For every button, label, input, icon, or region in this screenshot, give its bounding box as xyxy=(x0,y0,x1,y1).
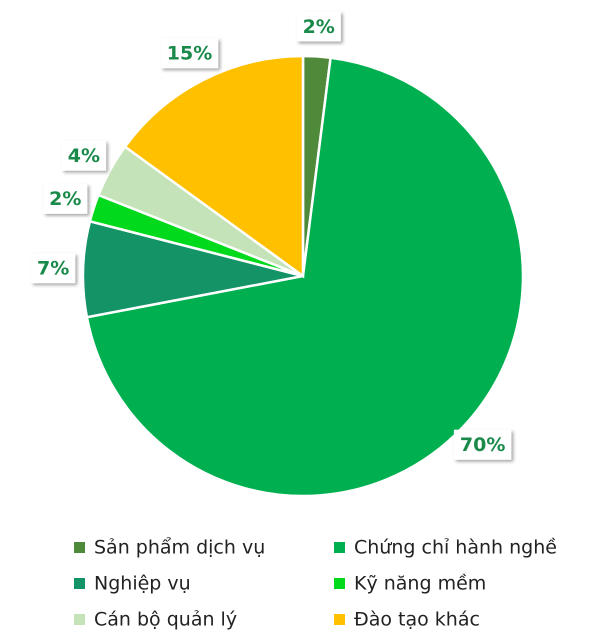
pie-slice xyxy=(123,54,305,279)
data-label: 2% xyxy=(296,11,341,42)
data-label-box xyxy=(160,38,219,69)
legend-label: Đào tạo khác xyxy=(354,609,480,631)
data-label: 2% xyxy=(43,183,88,214)
data-label-text: 2% xyxy=(49,188,81,210)
data-label: 7% xyxy=(30,253,76,284)
data-label-box xyxy=(453,429,512,460)
data-label-text: 7% xyxy=(37,258,69,280)
legend-marker xyxy=(334,578,345,589)
legend-label: Nghiệp vụ xyxy=(94,573,191,595)
legend-marker xyxy=(74,578,85,589)
data-label-box xyxy=(43,183,88,214)
pie-slice xyxy=(85,56,525,498)
data-label-box xyxy=(61,140,107,171)
legend-label: Sản phẩm dịch vụ xyxy=(94,537,265,559)
data-label-text: 15% xyxy=(167,43,212,65)
legend-label: Chứng chỉ hành nghề xyxy=(354,537,557,559)
data-label-text: 4% xyxy=(68,145,100,167)
data-label: 15% xyxy=(160,38,219,69)
data-label: 70% xyxy=(453,429,512,460)
legend-marker xyxy=(74,542,85,553)
data-label: 4% xyxy=(61,140,107,171)
legend-marker xyxy=(334,542,345,553)
legend-label: Cán bộ quản lý xyxy=(94,609,237,631)
legend-marker xyxy=(334,614,345,625)
data-label-box xyxy=(296,11,341,42)
data-label-text: 2% xyxy=(303,16,335,38)
data-label-text: 70% xyxy=(460,434,505,456)
data-label-box xyxy=(30,253,76,284)
legend-label: Kỹ năng mềm xyxy=(354,573,486,595)
legend-marker xyxy=(74,614,85,625)
